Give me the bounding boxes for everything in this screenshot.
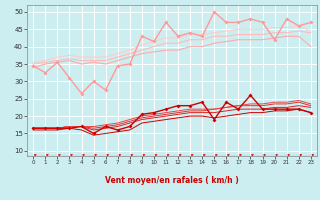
X-axis label: Vent moyen/en rafales ( km/h ): Vent moyen/en rafales ( km/h ) <box>105 176 239 185</box>
